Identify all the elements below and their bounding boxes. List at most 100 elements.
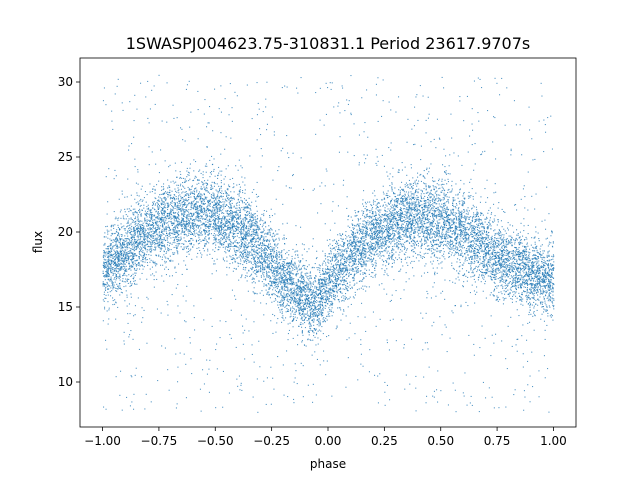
data-point bbox=[270, 366, 272, 368]
data-point bbox=[492, 251, 494, 253]
data-point bbox=[436, 118, 438, 120]
data-point bbox=[470, 241, 472, 243]
data-point bbox=[233, 205, 235, 207]
data-point bbox=[385, 228, 387, 230]
data-point bbox=[539, 269, 541, 271]
data-point bbox=[303, 281, 305, 283]
data-point bbox=[316, 300, 318, 302]
data-point bbox=[514, 284, 516, 286]
data-point bbox=[182, 191, 184, 193]
data-point bbox=[107, 233, 109, 235]
data-point bbox=[438, 215, 440, 217]
data-point bbox=[442, 199, 444, 201]
data-point bbox=[176, 250, 178, 252]
data-point bbox=[493, 277, 495, 279]
data-point bbox=[526, 273, 528, 275]
data-point bbox=[337, 242, 339, 244]
data-point bbox=[142, 233, 144, 235]
data-point bbox=[134, 282, 136, 284]
data-point bbox=[318, 304, 320, 306]
data-point bbox=[322, 270, 324, 272]
data-point bbox=[350, 236, 352, 238]
data-point bbox=[357, 231, 359, 233]
data-point bbox=[219, 243, 221, 245]
data-point bbox=[214, 202, 216, 204]
data-point bbox=[346, 285, 348, 287]
data-point bbox=[484, 188, 486, 190]
data-point bbox=[204, 233, 206, 235]
data-point bbox=[276, 273, 278, 275]
data-point bbox=[259, 366, 261, 368]
data-point bbox=[535, 231, 537, 233]
data-point bbox=[508, 274, 510, 276]
data-point bbox=[536, 289, 538, 291]
data-point bbox=[421, 238, 423, 240]
data-point bbox=[243, 227, 245, 229]
data-point bbox=[210, 215, 212, 217]
data-point bbox=[225, 220, 227, 222]
data-point bbox=[415, 96, 417, 98]
data-point bbox=[198, 182, 200, 184]
data-point bbox=[154, 192, 156, 194]
data-point bbox=[480, 223, 482, 225]
data-point bbox=[217, 234, 219, 236]
data-point bbox=[268, 268, 270, 270]
data-point bbox=[356, 225, 358, 227]
data-point bbox=[413, 144, 415, 146]
data-point bbox=[282, 300, 284, 302]
data-point bbox=[112, 288, 114, 290]
data-point bbox=[240, 230, 242, 232]
data-point bbox=[230, 258, 232, 260]
data-point bbox=[426, 216, 428, 218]
data-point bbox=[413, 243, 415, 245]
data-point bbox=[302, 294, 304, 296]
data-point bbox=[438, 263, 440, 265]
data-point bbox=[141, 244, 143, 246]
data-point bbox=[316, 289, 318, 291]
data-point bbox=[351, 243, 353, 245]
data-point bbox=[342, 276, 344, 278]
data-point bbox=[146, 254, 148, 256]
data-point bbox=[495, 271, 497, 273]
data-point bbox=[344, 242, 346, 244]
data-point bbox=[406, 196, 408, 198]
data-point bbox=[244, 220, 246, 222]
data-point bbox=[490, 239, 492, 241]
data-point bbox=[524, 250, 526, 252]
data-point bbox=[547, 300, 549, 302]
data-point bbox=[156, 202, 158, 204]
data-point bbox=[441, 190, 443, 192]
data-point bbox=[107, 273, 109, 275]
data-point bbox=[412, 196, 414, 198]
data-point bbox=[518, 315, 520, 317]
data-point bbox=[410, 220, 412, 222]
data-point bbox=[186, 256, 188, 258]
data-point bbox=[545, 228, 547, 230]
data-point bbox=[432, 247, 434, 249]
data-point bbox=[130, 264, 132, 266]
data-point bbox=[462, 221, 464, 223]
data-point bbox=[400, 249, 402, 251]
data-point bbox=[460, 179, 462, 181]
data-point bbox=[288, 254, 290, 256]
data-point bbox=[283, 394, 285, 396]
data-point bbox=[261, 235, 263, 237]
data-point bbox=[145, 393, 147, 395]
data-point bbox=[175, 212, 177, 214]
data-point bbox=[318, 297, 320, 299]
data-point bbox=[319, 305, 321, 307]
data-point bbox=[299, 307, 301, 309]
data-point bbox=[438, 137, 440, 139]
data-point bbox=[396, 211, 398, 213]
data-point bbox=[139, 250, 141, 252]
data-point bbox=[464, 228, 466, 230]
data-point bbox=[257, 252, 259, 254]
data-point bbox=[500, 220, 502, 222]
data-point bbox=[445, 232, 447, 234]
data-point bbox=[438, 199, 440, 201]
data-point bbox=[416, 189, 418, 191]
data-point bbox=[336, 279, 338, 281]
data-point bbox=[468, 195, 470, 197]
data-point bbox=[322, 279, 324, 281]
data-point bbox=[423, 232, 425, 234]
